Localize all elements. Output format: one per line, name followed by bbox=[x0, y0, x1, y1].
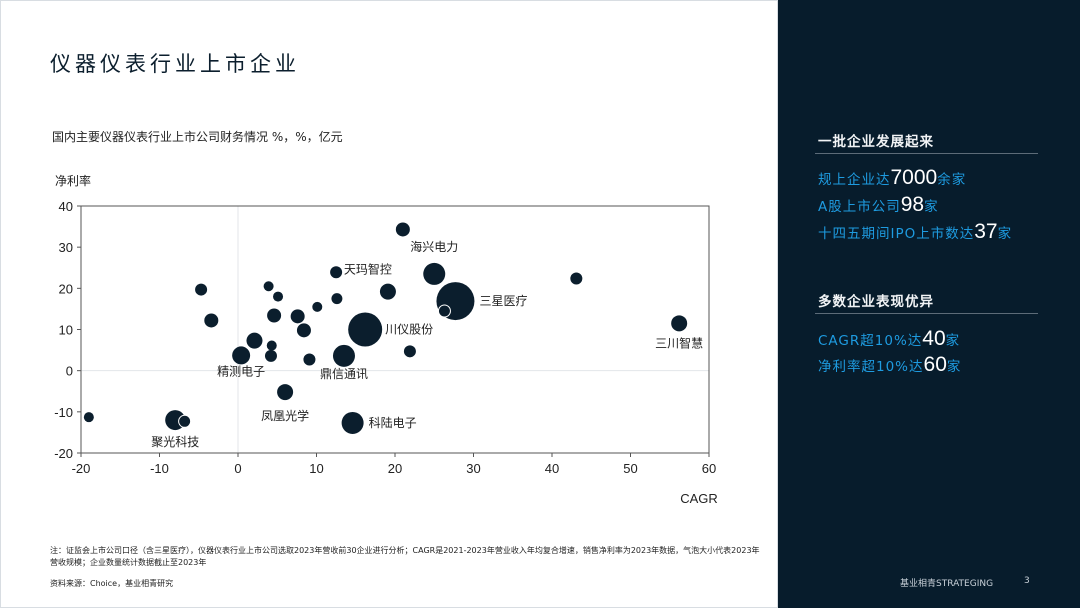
bubble-label: 三川智慧 bbox=[655, 335, 703, 350]
bubble bbox=[267, 308, 282, 323]
x-tick-label: 10 bbox=[309, 461, 323, 476]
y-tick-label: 40 bbox=[59, 199, 73, 214]
page-title: 仪器仪表行业上市企业 bbox=[50, 52, 300, 76]
bubble bbox=[232, 346, 251, 365]
bubble bbox=[671, 315, 688, 332]
x-tick-label: 0 bbox=[234, 461, 241, 476]
bubble bbox=[348, 312, 383, 347]
bubble-label: 凤凰光学 bbox=[261, 408, 309, 423]
bubble-label: 三星医疗 bbox=[479, 294, 527, 308]
x-tick-label: 60 bbox=[702, 461, 716, 476]
x-axis-label: CAGR bbox=[680, 491, 718, 506]
bubble bbox=[246, 332, 263, 349]
y-tick-label: 30 bbox=[59, 240, 73, 255]
slide-content bbox=[0, 0, 778, 608]
bubble bbox=[395, 222, 410, 237]
y-tick-label: 10 bbox=[59, 323, 73, 338]
y-tick-label: -10 bbox=[54, 405, 73, 420]
bubble-label: 科陆电子 bbox=[369, 415, 417, 430]
bubble-label: 天玛智控 bbox=[344, 262, 392, 277]
y-axis-label: 净利率 bbox=[55, 174, 92, 188]
footnote: 注：证监会上市公司口径（含三星医疗），仪器仪表行业上市公司选取2023年营收前3… bbox=[50, 546, 760, 567]
bubble bbox=[273, 291, 284, 302]
section2-heading: 多数企业表现优异 bbox=[818, 294, 934, 310]
source-note: 资料来源：Choice，基业相青研究 bbox=[50, 579, 174, 588]
bubble bbox=[403, 345, 416, 358]
bubble bbox=[195, 283, 208, 296]
x-tick-label: 50 bbox=[623, 461, 637, 476]
bubble bbox=[379, 283, 396, 300]
bubble bbox=[277, 384, 294, 401]
y-tick-label: 0 bbox=[66, 364, 73, 379]
section1-heading: 一批企业发展起来 bbox=[818, 134, 934, 150]
bubble bbox=[263, 281, 274, 292]
bubble bbox=[290, 309, 305, 324]
chart-subtitle: 国内主要仪器仪表行业上市公司财务情况 %，%，亿元 bbox=[52, 130, 343, 144]
section2-divider bbox=[815, 313, 1038, 314]
bubble bbox=[83, 412, 94, 423]
bubble bbox=[423, 262, 446, 285]
page-number: 3 bbox=[1024, 576, 1030, 586]
section1-divider bbox=[815, 153, 1038, 154]
bubble-label: 聚光科技 bbox=[151, 435, 199, 449]
bubble-label: 鼎信通讯 bbox=[320, 367, 368, 381]
bubble bbox=[570, 272, 583, 285]
bubble bbox=[204, 313, 219, 328]
brand-logo: 基业相青STRATEGING bbox=[900, 579, 994, 589]
x-tick-label: -20 bbox=[72, 461, 91, 476]
bubble bbox=[332, 344, 355, 367]
y-tick-label: 20 bbox=[59, 281, 73, 296]
bubble bbox=[331, 293, 343, 305]
bubble bbox=[178, 414, 192, 428]
bubble bbox=[312, 301, 323, 312]
bubble bbox=[437, 304, 451, 318]
bubble bbox=[341, 411, 364, 434]
bubble-chart: -20 -10 0 10 20 30 40 50 60 -20 -10 0 10 20 30 40 CAGR 聚光… bbox=[54, 199, 718, 506]
bubble-label: 川仪股份 bbox=[385, 323, 433, 337]
bubble bbox=[264, 349, 277, 362]
x-tick-label: 40 bbox=[545, 461, 559, 476]
stat-enterprises: 规上企业达7000余家 bbox=[818, 166, 967, 189]
bubble bbox=[266, 340, 277, 351]
bubble-label: 海兴电力 bbox=[410, 239, 458, 254]
y-tick-label: -20 bbox=[54, 446, 73, 461]
x-tick-label: -10 bbox=[150, 461, 169, 476]
stat-listed: A股上市公司98家 bbox=[818, 193, 939, 216]
x-tick-label: 30 bbox=[466, 461, 480, 476]
stat-ipo: 十四五期间IPO上市数达37家 bbox=[818, 220, 1013, 243]
stat-margin: 净利率超10%达60家 bbox=[818, 353, 962, 376]
bubble bbox=[303, 353, 316, 366]
bubble-label: 精测电子 bbox=[217, 364, 265, 378]
stat-cagr: CAGR超10%达40家 bbox=[818, 327, 961, 350]
bubble bbox=[330, 266, 343, 279]
x-tick-label: 20 bbox=[388, 461, 402, 476]
bubble bbox=[296, 323, 311, 338]
summary-panel bbox=[778, 0, 1080, 608]
